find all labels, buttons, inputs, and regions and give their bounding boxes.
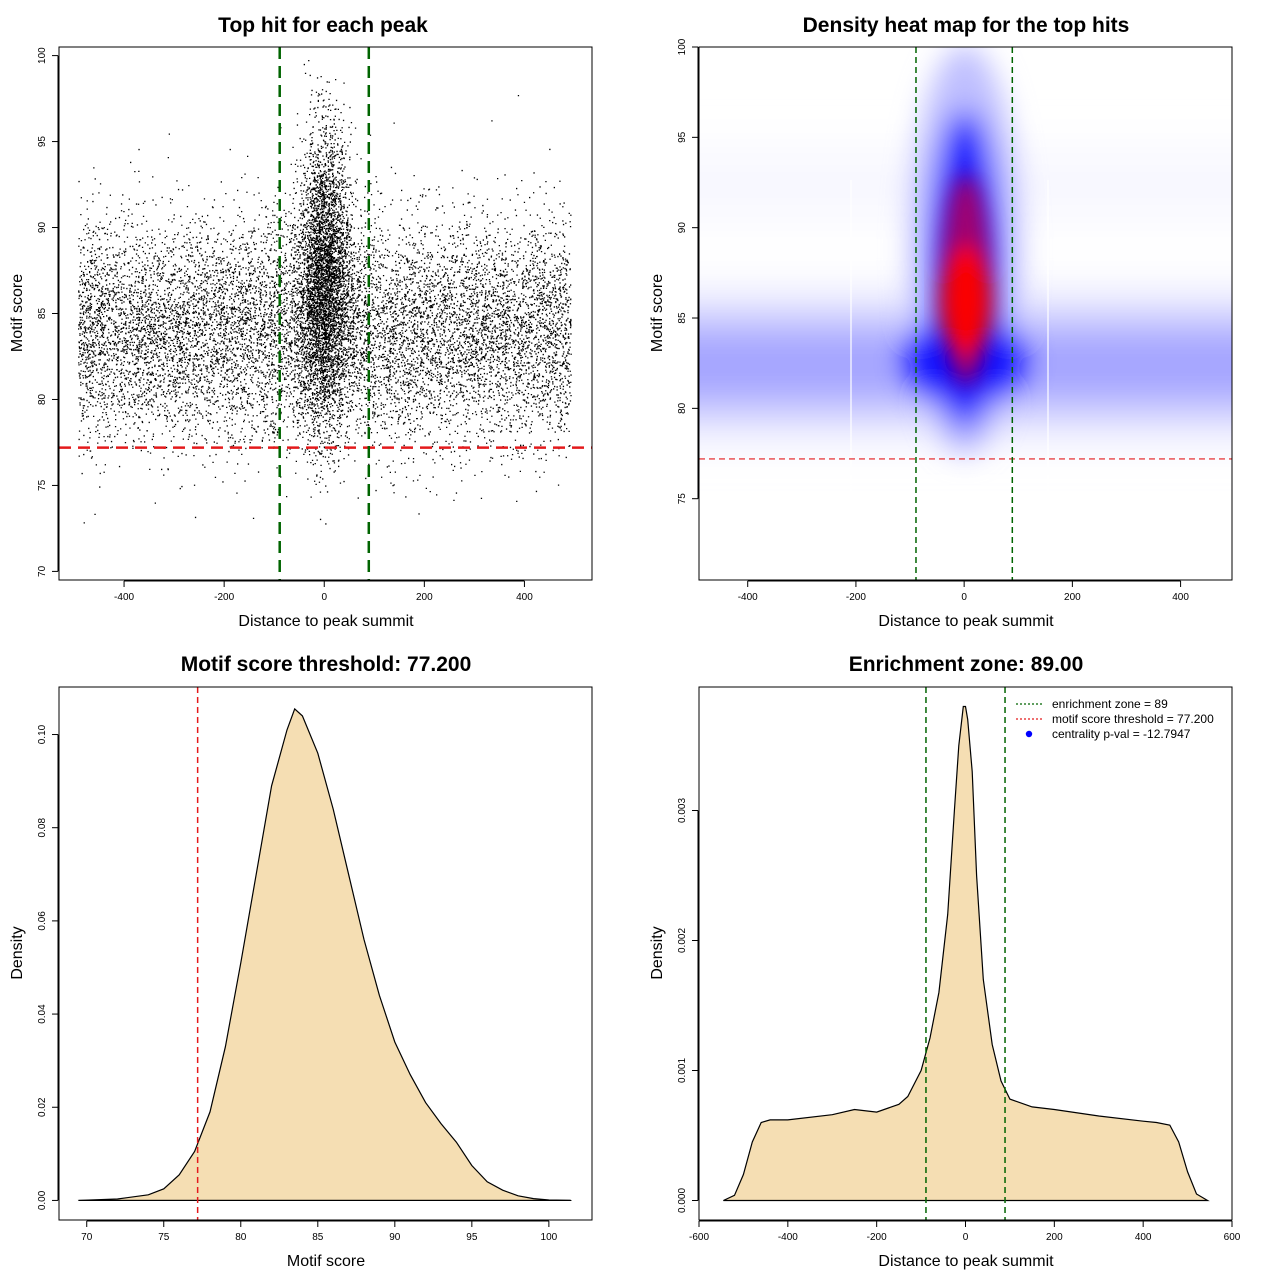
legend-label-motif-threshold: motif score threshold = 77.200 — [1052, 712, 1214, 726]
scatter-title: Top hit for each peak — [218, 14, 428, 37]
scatter-point-cloud — [78, 60, 572, 525]
distance-density-x-label: Distance to peak summit — [878, 1253, 1054, 1270]
heatmap-x-tick-label: -400 — [738, 592, 758, 603]
score-density-x-label: Motif score — [287, 1253, 365, 1270]
legend-entry-centrality: centrality p-val = -12.7947 — [1025, 727, 1191, 741]
score-density-y-tick-label: 0.08 — [37, 818, 48, 838]
score-density-area — [77, 707, 573, 1202]
scatter-y-tick-label: 90 — [37, 222, 48, 234]
score-density-x-tick-label: 70 — [81, 1232, 93, 1243]
distance-density-x-tick-label: -200 — [867, 1232, 887, 1243]
distance-density-x-tick-label: 0 — [963, 1232, 969, 1243]
score-density-y-axis: 0.00 0.02 0.04 0.06 0.08 0.10 — [37, 724, 59, 1210]
score-density-y-tick-label: 0.10 — [37, 724, 48, 744]
heatmap-y-label: Motif score — [649, 274, 666, 352]
score-density-frame — [58, 686, 593, 1221]
distance-density-frame — [698, 686, 1233, 1221]
distance-density-y-tick-label: 0.003 — [677, 798, 688, 823]
distance-density-y-tick-label: 0.001 — [677, 1058, 688, 1083]
distance-density-x-tick-label: 600 — [1224, 1232, 1241, 1243]
heatmap-title: Density heat map for the top hits — [803, 14, 1130, 37]
scatter-x-tick-label: 400 — [516, 592, 533, 603]
heatmap-x-tick-label: -200 — [846, 592, 866, 603]
scatter-y-tick-label: 85 — [37, 308, 48, 320]
distance-density-x-tick-label: -400 — [778, 1232, 798, 1243]
score-density-title: Motif score threshold: 77.200 — [181, 653, 472, 676]
distance-density-y-tick-label: 0.002 — [677, 928, 688, 953]
legend-label-centrality: centrality p-val = -12.7947 — [1052, 727, 1191, 741]
scatter-points — [78, 60, 572, 525]
scatter-y-tick-label: 70 — [37, 565, 48, 577]
score-density-panel: Motif score threshold: 77.200 70 75 80 85 90… — [9, 653, 593, 1270]
legend-entry-motif-threshold: motif score threshold = 77.200 — [1016, 712, 1214, 726]
distance-density-y-axis: 0.000 0.001 0.002 0.003 — [677, 798, 699, 1213]
score-density-y-tick-label: 0.06 — [37, 911, 48, 931]
distance-density-x-tick-label: -600 — [689, 1232, 709, 1243]
scatter-x-tick-label: -400 — [114, 592, 134, 603]
scatter-x-tick-label: 0 — [321, 592, 327, 603]
distance-density-x-tick-label: 400 — [1135, 1232, 1152, 1243]
scatter-x-label: Distance to peak summit — [238, 613, 414, 630]
scatter-x-tick-label: 200 — [416, 592, 433, 603]
scatter-panel: Top hit for each peak -400 -200 0 200 400 70… — [9, 14, 593, 630]
scatter-y-tick-label: 95 — [37, 136, 48, 148]
scatter-y-axis: 70 75 80 85 90 95 100 — [37, 47, 59, 577]
scatter-y-tick-label: 100 — [37, 47, 48, 64]
distance-density-area — [723, 705, 1210, 1202]
heatmap-plot-frame — [698, 46, 1233, 581]
score-density-x-tick-label: 85 — [312, 1232, 324, 1243]
distance-density-x-tick-label: 200 — [1046, 1232, 1063, 1243]
heatmap-x-tick-label: 0 — [961, 592, 967, 603]
scatter-x-tick-label: -200 — [214, 592, 234, 603]
scatter-y-label: Motif score — [9, 274, 26, 352]
legend-label-enrichment-zone: enrichment zone = 89 — [1052, 697, 1168, 711]
score-density-x-tick-label: 90 — [389, 1232, 401, 1243]
heatmap-density — [699, 47, 1232, 580]
heatmap-x-axis: -400 -200 0 200 400 — [738, 580, 1189, 603]
heatmap-y-tick-label: 95 — [677, 131, 688, 143]
scatter-x-axis: -400 -200 0 200 400 — [114, 580, 533, 603]
distance-density-y-tick-label: 0.000 — [677, 1188, 688, 1213]
scatter-plot-frame — [58, 46, 593, 581]
score-density-x-tick-label: 80 — [235, 1232, 247, 1243]
score-density-y-tick-label: 0.00 — [37, 1190, 48, 1210]
legend-entry-enrichment-zone: enrichment zone = 89 — [1016, 697, 1168, 711]
scatter-y-tick-label: 80 — [37, 393, 48, 405]
score-density-x-tick-label: 95 — [466, 1232, 478, 1243]
score-density-x-tick-label: 100 — [541, 1232, 558, 1243]
heatmap-y-axis: 75 80 85 90 95 100 — [677, 38, 699, 505]
heatmap-x-tick-label: 200 — [1064, 592, 1081, 603]
score-density-x-tick-label: 75 — [158, 1232, 170, 1243]
heatmap-y-tick-label: 90 — [677, 222, 688, 234]
heatmap-y-tick-label: 85 — [677, 312, 688, 324]
heatmap-x-label: Distance to peak summit — [878, 613, 1054, 630]
distance-density-y-label: Density — [649, 926, 666, 979]
score-density-y-tick-label: 0.02 — [37, 1097, 48, 1117]
score-density-x-axis: 70 75 80 85 90 95 100 — [81, 1220, 558, 1243]
scatter-y-tick-label: 75 — [37, 479, 48, 491]
distance-density-title: Enrichment zone: 89.00 — [849, 653, 1084, 676]
heatmap-y-tick-label: 80 — [677, 402, 688, 414]
legend: enrichment zone = 89 motif score thresho… — [1016, 697, 1214, 741]
score-density-y-label: Density — [9, 926, 26, 979]
score-density-y-tick-label: 0.04 — [37, 1004, 48, 1024]
distance-density-panel: Enrichment zone: 89.00 -600 -400 -200 0 200 4… — [649, 653, 1241, 1270]
distance-density-x-axis: -600 -400 -200 0 200 400 600 — [689, 1220, 1241, 1243]
heatmap-y-tick-label: 100 — [677, 38, 688, 55]
heatmap-x-tick-label: 400 — [1172, 592, 1189, 603]
heatmap-core — [940, 175, 992, 385]
heatmap-panel: Density heat map for the top hits — [649, 14, 1233, 630]
heatmap-y-tick-label: 75 — [677, 493, 688, 505]
